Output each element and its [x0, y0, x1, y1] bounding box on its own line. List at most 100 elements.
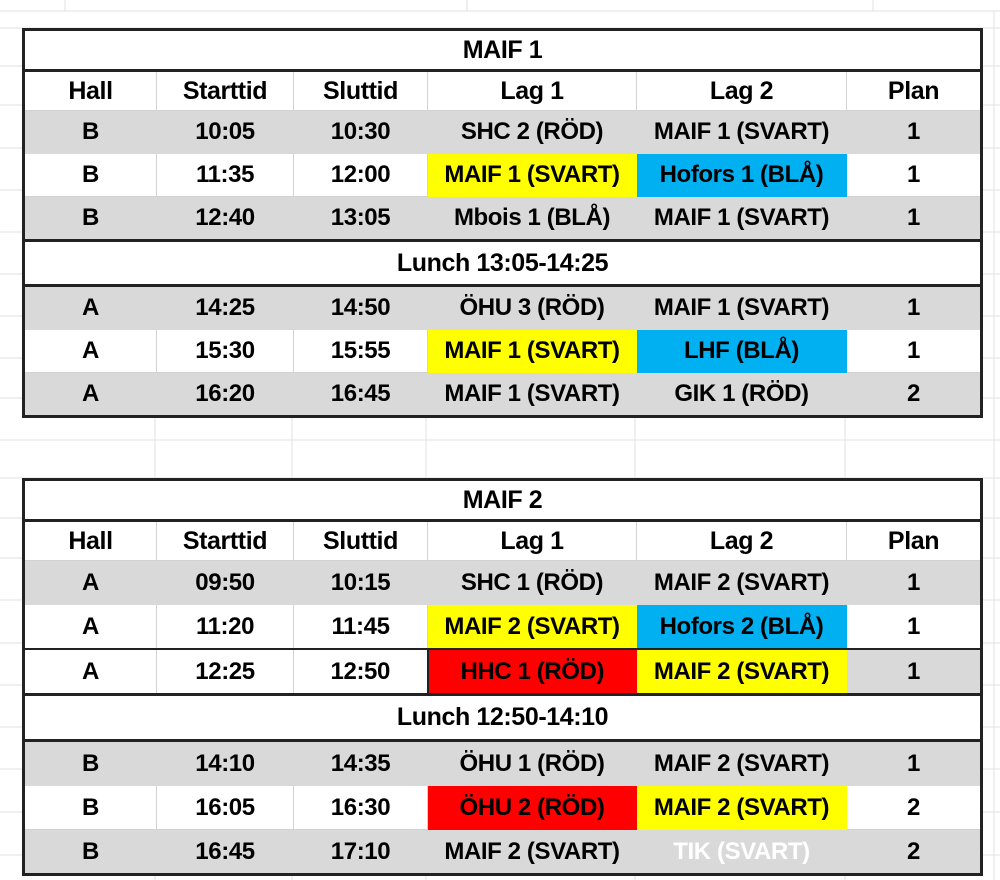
- lag1-cell[interactable]: MAIF 2 (SVART): [427, 829, 637, 875]
- plan-cell[interactable]: 1: [845, 648, 983, 695]
- hall-cell[interactable]: A: [23, 329, 157, 373]
- hall-cell[interactable]: B: [23, 785, 157, 830]
- hall-cell[interactable]: B: [23, 110, 157, 154]
- lag1-cell[interactable]: MAIF 1 (SVART): [427, 329, 637, 373]
- column-header-hall[interactable]: Hall: [23, 70, 157, 111]
- sluttid-cell[interactable]: 14:35: [293, 740, 428, 786]
- plan-cell[interactable]: 1: [845, 153, 983, 197]
- starttid-cell[interactable]: 16:20: [156, 372, 294, 417]
- hall-cell[interactable]: A: [23, 604, 157, 650]
- hall-cell[interactable]: B: [23, 153, 157, 197]
- starttid-cell[interactable]: 16:45: [156, 829, 294, 875]
- table-row: B 10:05 10:30 SHC 2 (RÖD) MAIF 1 (SVART)…: [23, 110, 983, 154]
- plan-cell[interactable]: 1: [845, 285, 983, 330]
- column-header-lag1[interactable]: Lag 1: [427, 520, 637, 561]
- table-row-bordered: A 12:25 12:50 HHC 1 (RÖD) MAIF 2 (SVART)…: [23, 648, 983, 695]
- column-header-hall[interactable]: Hall: [23, 520, 157, 561]
- plan-cell[interactable]: 1: [845, 196, 983, 241]
- sluttid-cell[interactable]: 15:55: [293, 329, 428, 373]
- column-header-sluttid[interactable]: Sluttid: [293, 70, 428, 111]
- lag2-cell[interactable]: MAIF 2 (SVART): [636, 785, 847, 830]
- table-row: A 11:20 11:45 MAIF 2 (SVART) Hofors 2 (B…: [23, 604, 983, 650]
- plan-cell[interactable]: 2: [845, 829, 983, 875]
- sluttid-cell[interactable]: 11:45: [293, 604, 428, 650]
- sluttid-cell[interactable]: 10:30: [293, 110, 428, 154]
- starttid-cell[interactable]: 10:05: [156, 110, 294, 154]
- lag1-cell[interactable]: MAIF 1 (SVART): [427, 372, 637, 417]
- hall-cell[interactable]: A: [23, 285, 157, 330]
- column-header-sluttid[interactable]: Sluttid: [293, 520, 428, 561]
- hall-cell[interactable]: A: [23, 372, 157, 417]
- lag1-cell[interactable]: HHC 1 (RÖD): [427, 648, 637, 695]
- starttid-cell[interactable]: 14:25: [156, 285, 294, 330]
- header-row: Hall Starttid Sluttid Lag 1 Lag 2 Plan: [23, 520, 983, 561]
- plan-cell[interactable]: 1: [845, 604, 983, 650]
- sluttid-cell[interactable]: 12:00: [293, 153, 428, 197]
- lag2-cell[interactable]: LHF (BLÅ): [636, 329, 847, 373]
- starttid-cell[interactable]: 14:10: [156, 740, 294, 786]
- lag2-cell[interactable]: Hofors 2 (BLÅ): [636, 604, 847, 650]
- column-header-lag2[interactable]: Lag 2: [636, 520, 847, 561]
- lag2-cell[interactable]: MAIF 1 (SVART): [636, 196, 847, 241]
- sluttid-cell[interactable]: 16:45: [293, 372, 428, 417]
- lag2-cell[interactable]: MAIF 1 (SVART): [636, 285, 847, 330]
- lag2-cell[interactable]: MAIF 2 (SVART): [636, 648, 847, 695]
- lag2-cell[interactable]: GIK 1 (RÖD): [636, 372, 847, 417]
- plan-cell[interactable]: 1: [845, 329, 983, 373]
- lag1-cell[interactable]: ÖHU 1 (RÖD): [427, 740, 637, 786]
- sluttid-cell[interactable]: 12:50: [293, 648, 429, 695]
- starttid-cell[interactable]: 11:20: [156, 604, 294, 650]
- sluttid-cell[interactable]: 10:15: [293, 560, 428, 605]
- lag1-cell[interactable]: MAIF 1 (SVART): [427, 153, 637, 197]
- hall-cell[interactable]: B: [23, 740, 157, 786]
- table-row: A 14:25 14:50 ÖHU 3 (RÖD) MAIF 1 (SVART)…: [23, 285, 983, 330]
- starttid-cell[interactable]: 12:25: [156, 648, 294, 695]
- sluttid-cell[interactable]: 17:10: [293, 829, 428, 875]
- lag2-cell[interactable]: Hofors 1 (BLÅ): [636, 153, 847, 197]
- column-header-lag2[interactable]: Lag 2: [636, 70, 847, 111]
- lunch-row: Lunch 13:05-14:25: [22, 239, 983, 287]
- lunch-label[interactable]: Lunch 12:50-14:10: [22, 693, 983, 742]
- lunch-label[interactable]: Lunch 13:05-14:25: [22, 239, 983, 287]
- plan-cell[interactable]: 1: [845, 110, 983, 154]
- table-row: B 14:10 14:35 ÖHU 1 (RÖD) MAIF 2 (SVART)…: [23, 740, 983, 786]
- plan-cell[interactable]: 2: [845, 372, 983, 417]
- plan-cell[interactable]: 2: [845, 785, 983, 830]
- hall-cell[interactable]: A: [23, 648, 157, 695]
- column-header-starttid[interactable]: Starttid: [156, 520, 294, 561]
- hall-cell[interactable]: B: [23, 829, 157, 875]
- lag1-cell[interactable]: Mbois 1 (BLÅ): [427, 196, 637, 241]
- lag1-cell[interactable]: MAIF 2 (SVART): [427, 604, 637, 650]
- hall-cell[interactable]: A: [23, 560, 157, 605]
- starttid-cell[interactable]: 16:05: [156, 785, 294, 830]
- lag2-cell[interactable]: MAIF 2 (SVART): [636, 740, 847, 786]
- lag1-cell[interactable]: SHC 1 (RÖD): [427, 560, 637, 605]
- lag1-cell[interactable]: ÖHU 2 (RÖD): [427, 785, 637, 830]
- lag1-cell[interactable]: ÖHU 3 (RÖD): [427, 285, 637, 330]
- starttid-cell[interactable]: 09:50: [156, 560, 294, 605]
- table-title[interactable]: MAIF 1: [22, 29, 983, 72]
- starttid-cell[interactable]: 15:30: [156, 329, 294, 373]
- lag2-cell[interactable]: MAIF 2 (SVART): [636, 560, 847, 605]
- table-row: B 16:45 17:10 MAIF 2 (SVART) TIK (SVART)…: [23, 829, 983, 875]
- starttid-cell[interactable]: 12:40: [156, 196, 294, 241]
- column-header-plan[interactable]: Plan: [845, 520, 983, 561]
- lag2-cell[interactable]: TIK (SVART): [636, 829, 847, 875]
- lunch-row: Lunch 12:50-14:10: [22, 693, 983, 742]
- sluttid-cell[interactable]: 13:05: [293, 196, 428, 241]
- lag1-cell[interactable]: SHC 2 (RÖD): [427, 110, 637, 154]
- plan-cell[interactable]: 1: [845, 740, 983, 786]
- column-header-plan[interactable]: Plan: [845, 70, 983, 111]
- sluttid-cell[interactable]: 16:30: [293, 785, 428, 830]
- column-header-starttid[interactable]: Starttid: [156, 70, 294, 111]
- lag2-cell[interactable]: MAIF 1 (SVART): [636, 110, 847, 154]
- hall-cell[interactable]: B: [23, 196, 157, 241]
- table-row: B 11:35 12:00 MAIF 1 (SVART) Hofors 1 (B…: [23, 153, 983, 197]
- title-row: MAIF 1: [22, 29, 983, 72]
- sluttid-cell[interactable]: 14:50: [293, 285, 428, 330]
- schedule-table-maif2: MAIF 2 Hall Starttid Sluttid Lag 1 Lag 2…: [22, 478, 984, 876]
- starttid-cell[interactable]: 11:35: [156, 153, 294, 197]
- plan-cell[interactable]: 1: [845, 560, 983, 605]
- column-header-lag1[interactable]: Lag 1: [427, 70, 637, 111]
- table-title[interactable]: MAIF 2: [22, 479, 983, 522]
